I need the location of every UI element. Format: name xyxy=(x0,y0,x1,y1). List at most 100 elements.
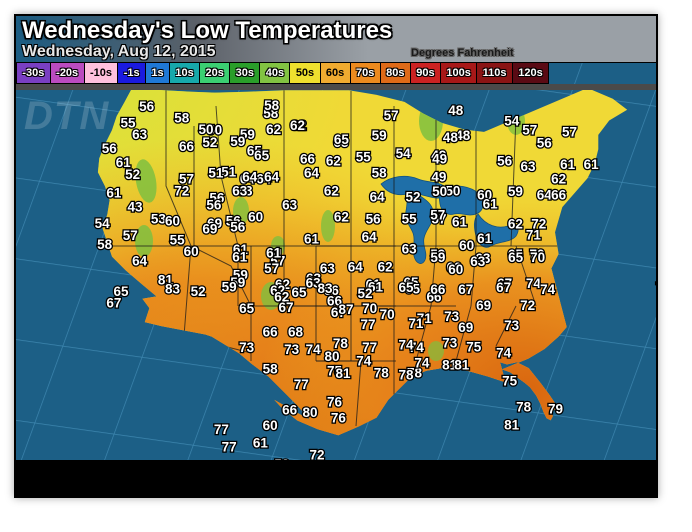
svg-text:77: 77 xyxy=(214,422,229,437)
svg-text:77: 77 xyxy=(294,377,309,392)
svg-text:73: 73 xyxy=(444,309,460,324)
svg-text:52: 52 xyxy=(202,135,217,150)
svg-text:58: 58 xyxy=(263,362,279,377)
svg-text:56: 56 xyxy=(497,153,513,168)
svg-text:57: 57 xyxy=(264,261,279,276)
svg-text:64: 64 xyxy=(304,166,320,181)
svg-text:52: 52 xyxy=(357,286,372,301)
svg-text:70: 70 xyxy=(380,307,395,322)
svg-text:62: 62 xyxy=(508,217,523,232)
svg-text:54: 54 xyxy=(95,216,111,231)
svg-text:63: 63 xyxy=(282,198,298,213)
svg-text:61: 61 xyxy=(477,231,493,246)
svg-text:58: 58 xyxy=(174,111,190,126)
svg-text:62: 62 xyxy=(324,184,339,199)
svg-text:63: 63 xyxy=(470,254,486,269)
svg-text:60: 60 xyxy=(459,238,474,253)
svg-text:61: 61 xyxy=(304,231,320,246)
svg-text:71: 71 xyxy=(408,316,424,331)
svg-text:78: 78 xyxy=(374,365,390,380)
svg-text:64: 64 xyxy=(132,254,148,269)
svg-text:70: 70 xyxy=(530,250,545,265)
svg-text:75: 75 xyxy=(502,374,518,389)
svg-text:60: 60 xyxy=(448,262,463,277)
svg-text:73: 73 xyxy=(239,340,255,355)
svg-text:61: 61 xyxy=(560,157,576,172)
svg-text:57: 57 xyxy=(562,125,577,140)
svg-text:72: 72 xyxy=(520,298,535,313)
svg-text:54: 54 xyxy=(504,114,520,129)
svg-text:59: 59 xyxy=(222,280,237,295)
svg-text:50: 50 xyxy=(198,122,213,137)
svg-text:69: 69 xyxy=(458,320,473,335)
svg-text:61: 61 xyxy=(232,249,248,264)
svg-text:65: 65 xyxy=(291,285,307,300)
svg-text:59: 59 xyxy=(430,250,445,265)
svg-text:73: 73 xyxy=(442,336,458,351)
svg-text:64: 64 xyxy=(362,229,378,244)
svg-text:64: 64 xyxy=(242,170,258,185)
svg-text:55: 55 xyxy=(356,150,372,165)
svg-text:62: 62 xyxy=(266,122,281,137)
svg-text:65: 65 xyxy=(398,280,414,295)
svg-text:74: 74 xyxy=(356,354,372,369)
svg-text:61: 61 xyxy=(266,245,282,260)
svg-text:57: 57 xyxy=(123,228,138,243)
svg-text:63: 63 xyxy=(132,127,148,142)
svg-text:66: 66 xyxy=(263,325,279,340)
svg-text:74: 74 xyxy=(414,356,430,371)
svg-text:50: 50 xyxy=(432,184,447,199)
svg-text:83: 83 xyxy=(317,281,333,296)
svg-text:76: 76 xyxy=(331,410,347,425)
svg-text:64: 64 xyxy=(537,188,553,203)
svg-text:48: 48 xyxy=(443,130,459,145)
svg-text:56: 56 xyxy=(537,135,553,150)
svg-text:62: 62 xyxy=(378,259,393,274)
svg-text:73: 73 xyxy=(504,318,520,333)
svg-text:75: 75 xyxy=(466,340,482,355)
svg-text:61: 61 xyxy=(452,215,468,230)
svg-text:51: 51 xyxy=(208,166,224,181)
svg-text:72: 72 xyxy=(174,183,189,198)
svg-text:52: 52 xyxy=(405,190,420,205)
svg-text:73: 73 xyxy=(284,342,300,357)
svg-text:63: 63 xyxy=(520,159,536,174)
svg-text:65: 65 xyxy=(334,132,350,147)
svg-text:54: 54 xyxy=(396,146,412,161)
svg-text:87: 87 xyxy=(338,302,353,317)
svg-text:52: 52 xyxy=(191,284,206,299)
svg-text:65: 65 xyxy=(239,301,255,316)
svg-text:61: 61 xyxy=(253,436,269,451)
svg-text:77: 77 xyxy=(360,317,375,332)
svg-text:60: 60 xyxy=(184,244,199,259)
svg-text:56: 56 xyxy=(102,141,118,156)
svg-text:57: 57 xyxy=(430,208,445,223)
svg-text:60: 60 xyxy=(248,210,263,225)
svg-text:64: 64 xyxy=(348,259,364,274)
svg-text:56: 56 xyxy=(366,212,382,227)
svg-text:62: 62 xyxy=(551,171,566,186)
svg-text:59: 59 xyxy=(230,134,245,149)
svg-text:58: 58 xyxy=(97,237,113,252)
svg-text:78: 78 xyxy=(516,400,532,415)
svg-text:74: 74 xyxy=(398,338,414,353)
svg-text:63: 63 xyxy=(320,261,336,276)
svg-text:57: 57 xyxy=(522,123,537,138)
svg-text:63: 63 xyxy=(232,184,248,199)
svg-text:67: 67 xyxy=(496,280,511,295)
svg-text:43: 43 xyxy=(127,200,143,215)
svg-text:66: 66 xyxy=(282,403,298,418)
svg-text:64: 64 xyxy=(264,170,280,185)
svg-text:79: 79 xyxy=(548,402,563,417)
svg-text:58: 58 xyxy=(372,166,388,181)
svg-text:61: 61 xyxy=(584,157,600,172)
svg-text:65: 65 xyxy=(254,148,270,163)
svg-text:48: 48 xyxy=(448,103,464,118)
svg-text:81: 81 xyxy=(504,418,520,433)
svg-text:78: 78 xyxy=(398,368,414,383)
svg-text:66: 66 xyxy=(179,139,195,154)
svg-text:62: 62 xyxy=(334,210,349,225)
svg-text:70: 70 xyxy=(362,301,377,316)
svg-text:61: 61 xyxy=(483,197,499,212)
svg-text:80: 80 xyxy=(324,349,339,364)
